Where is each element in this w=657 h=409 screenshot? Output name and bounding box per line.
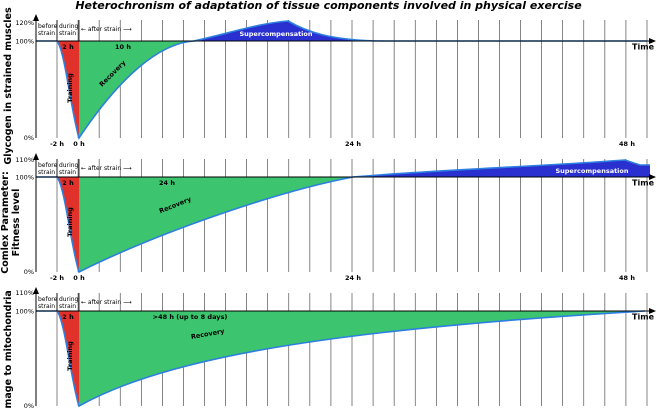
x-tick-label: 0 h: [73, 140, 85, 148]
y-tick-label: 100%: [15, 38, 34, 46]
y-tick-label: 120%: [15, 19, 34, 27]
y-axis-title: Glycogen in strained muscles: [3, 7, 14, 165]
recovery-area: [79, 311, 645, 406]
recovery-duration-label: 10 h: [115, 43, 131, 51]
y-tick-label: 100%: [15, 308, 34, 316]
x-axis-arrow: [649, 308, 656, 314]
time-axis-label: Time: [632, 43, 655, 52]
phase-before-label: before strain: [38, 296, 58, 310]
x-tick-label: -2 h: [50, 140, 64, 148]
training-duration-label: 2 h: [62, 313, 74, 321]
adaptation-curve: [36, 159, 650, 274]
x-tick-label: 24 h: [345, 274, 361, 282]
supercompensation-label: Supercompensation: [555, 167, 628, 175]
recovery-area: [79, 41, 194, 138]
training-duration-label: 2 h: [62, 179, 74, 187]
y-axis-arrow: [33, 153, 39, 160]
grid-lines: [56, 20, 648, 138]
x-tick-label: -2 h: [50, 274, 64, 282]
phase-after-label: ← after strain ⟶: [81, 299, 132, 306]
phase-after-label: ← after strain ⟶: [81, 165, 132, 172]
y-axis-title: Comlex Parameter:Fitness level: [0, 171, 22, 274]
training-label: Training: [66, 73, 74, 103]
phase-after-label: ← after strain ⟶: [81, 26, 132, 33]
supercompensation-area: [353, 160, 650, 177]
time-axis-label: Time: [632, 313, 655, 322]
y-tick-label: 0%: [24, 402, 34, 409]
x-axis-arrow: [649, 38, 656, 44]
y-tick-label: 110%: [15, 289, 34, 297]
x-tick-label: 24 h: [345, 140, 361, 148]
training-label: Training: [66, 341, 74, 371]
y-tick-label: 0%: [24, 268, 34, 276]
phase-before-label: before strain: [38, 23, 58, 37]
y-tick-label: 100%: [15, 174, 34, 182]
adaptation-curve: [36, 20, 647, 140]
phase-before-label: before strain: [38, 162, 58, 176]
phase-during-label: during strain: [59, 23, 79, 37]
recovery-duration-label: >48 h (up to 8 days): [153, 313, 228, 321]
phase-during-label: during strain: [59, 162, 79, 176]
y-tick-label: 0%: [24, 134, 34, 142]
supercompensation-label: Supercompensation: [239, 30, 312, 38]
x-tick-label: 48 h: [619, 274, 635, 282]
y-axis-arrow: [33, 287, 39, 294]
training-label: Training: [66, 207, 74, 237]
x-axis-arrow: [649, 174, 656, 180]
recovery-area: [79, 177, 353, 272]
time-axis-label: Time: [632, 179, 655, 188]
adaptation-curve: [36, 310, 646, 408]
y-axis-title: Damage to mitochondria: [3, 290, 14, 409]
training-duration-label: 2 h: [62, 43, 74, 51]
y-tick-label: 110%: [15, 156, 34, 164]
phase-during-label: during strain: [59, 296, 79, 310]
x-tick-label: 48 h: [619, 140, 635, 148]
diagram-title: Heterochronism of adaptation of tissue c…: [75, 0, 582, 12]
y-axis-arrow: [33, 14, 39, 21]
recovery-duration-label: 24 h: [159, 179, 175, 187]
supercompensation-area: [194, 21, 385, 41]
x-tick-label: 0 h: [73, 274, 85, 282]
